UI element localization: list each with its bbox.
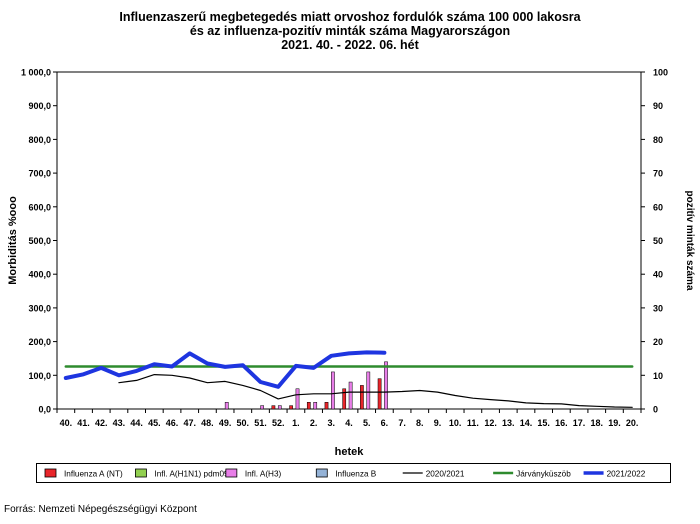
- legend: Influenza A (NT) Infl. A(H1N1) pdm09 Infl.…: [36, 463, 671, 483]
- bar: [360, 385, 364, 410]
- y2-tick-label: 100: [653, 68, 668, 78]
- legend-label: 2021/2022: [607, 470, 646, 479]
- series-line: [118, 374, 633, 408]
- x-tick-label: 41.: [77, 418, 90, 428]
- chart-title: Influenzaszerű megbetegedés miatt orvosh…: [0, 10, 700, 52]
- x-tick-label: 46.: [166, 418, 179, 428]
- bar: [348, 381, 353, 410]
- y-tick-label: 400,0: [28, 270, 51, 280]
- x-tick-label: 2.: [310, 418, 318, 428]
- y2-tick-label: 90: [653, 101, 663, 111]
- series-line: [63, 350, 387, 389]
- y2-tick-label: 60: [653, 202, 663, 212]
- x-tick-label: 48.: [201, 418, 214, 428]
- x-tick-label: 40.: [60, 418, 73, 428]
- title-line-2: és az influenza-pozitív minták száma Mag…: [189, 24, 511, 38]
- bar: [366, 371, 371, 410]
- legend-label: Járványküszöb: [516, 470, 571, 479]
- x-tick-label: 19.: [608, 418, 621, 428]
- x-tick-label: 1.: [292, 418, 300, 428]
- y2-tick-label: 50: [653, 236, 663, 246]
- legend-swatch: [44, 468, 57, 478]
- x-tick-label: 5.: [363, 418, 371, 428]
- x-tick-label: 7.: [398, 418, 406, 428]
- bar: [324, 402, 329, 410]
- legend-swatch: [315, 468, 328, 478]
- legend-swatch: [225, 468, 238, 478]
- title-line-3: 2021. 40. - 2022. 06. hét: [281, 38, 419, 52]
- y-tick-label: 300,0: [28, 303, 51, 313]
- y-axis-title: Morbiditás %ooo: [7, 196, 19, 285]
- x-tick-label: 45.: [148, 418, 161, 428]
- bar: [331, 371, 335, 410]
- x-tick-label: 11.: [467, 418, 479, 428]
- x-axis-title: hetek: [335, 446, 365, 458]
- x-tick-label: 16.: [555, 418, 568, 428]
- x-tick-label: 51.: [254, 418, 267, 428]
- x-tick-label: 44.: [130, 418, 143, 428]
- y-tick-label: 100,0: [28, 371, 51, 381]
- x-tick-label: 49.: [219, 418, 232, 428]
- x-tick-label: 4.: [345, 418, 353, 428]
- bar: [260, 405, 264, 410]
- y-tick-label: 600,0: [28, 202, 51, 212]
- x-tick-label: 42.: [95, 418, 108, 428]
- title-line-1: Influenzaszerű megbetegedés miatt orvosh…: [119, 10, 581, 24]
- x-tick-label: 20.: [626, 418, 639, 428]
- y-tick-label: 500,0: [28, 236, 51, 246]
- legend-label: Influenza B: [335, 470, 377, 479]
- legend-label: Infl. A(H1N1) pdm09: [154, 470, 229, 479]
- plot-area: [56, 71, 642, 410]
- y-tick-label: 900,0: [28, 101, 51, 111]
- x-tick-label: 3.: [328, 418, 336, 428]
- legend-label: Infl. A(H3): [245, 470, 282, 479]
- legend-swatch: [135, 468, 147, 478]
- bar: [295, 388, 300, 410]
- bar: [289, 405, 293, 410]
- x-tick-label: 15.: [537, 418, 550, 428]
- y-tick-label: 700,0: [28, 169, 51, 179]
- legend-canvas: Influenza A (NT) Infl. A(H1N1) pdm09 Infl.…: [44, 468, 646, 479]
- bar: [306, 402, 311, 410]
- y-tick-label: 800,0: [28, 135, 51, 145]
- y-tick-label: 0,0: [38, 405, 51, 415]
- x-tick-label: 52.: [272, 418, 285, 428]
- x-tick-label: 18.: [590, 418, 603, 428]
- x-tick-label: 13.: [502, 418, 515, 428]
- y2-tick-label: 30: [653, 303, 663, 313]
- x-tick-label: 8.: [416, 418, 424, 428]
- bar: [313, 402, 318, 410]
- x-tick-label: 47.: [183, 418, 196, 428]
- y2-tick-label: 40: [653, 270, 663, 280]
- y2-tick-label: 0: [653, 405, 658, 415]
- x-tick-label: 17.: [573, 418, 586, 428]
- x-tick-label: 6.: [381, 418, 389, 428]
- x-tick-label: 12.: [484, 418, 497, 428]
- bar: [271, 405, 276, 410]
- x-tick-label: 9.: [434, 418, 442, 428]
- x-tick-label: 14.: [520, 418, 533, 428]
- y2-tick-label: 20: [653, 337, 663, 347]
- source-note: Forrás: Nemzeti Népegészségügyi Központ: [4, 504, 197, 515]
- x-tick-label: 43.: [113, 418, 126, 428]
- y2-tick-label: 80: [653, 135, 663, 145]
- bar: [377, 378, 382, 410]
- bar: [384, 361, 388, 410]
- bar: [342, 388, 347, 410]
- y2-axis-title: pozitív minták száma: [684, 190, 695, 290]
- legend-label: Influenza A (NT): [64, 470, 123, 479]
- y-tick-label: 1 000,0: [21, 68, 51, 78]
- y2-tick-label: 70: [653, 169, 663, 179]
- bar: [277, 405, 282, 410]
- x-tick-label: 10.: [449, 418, 462, 428]
- y2-tick-label: 10: [653, 371, 663, 381]
- legend-label: 2020/2021: [426, 470, 465, 479]
- x-tick-label: 50.: [237, 418, 250, 428]
- bar: [224, 402, 229, 410]
- y-tick-label: 200,0: [28, 337, 51, 347]
